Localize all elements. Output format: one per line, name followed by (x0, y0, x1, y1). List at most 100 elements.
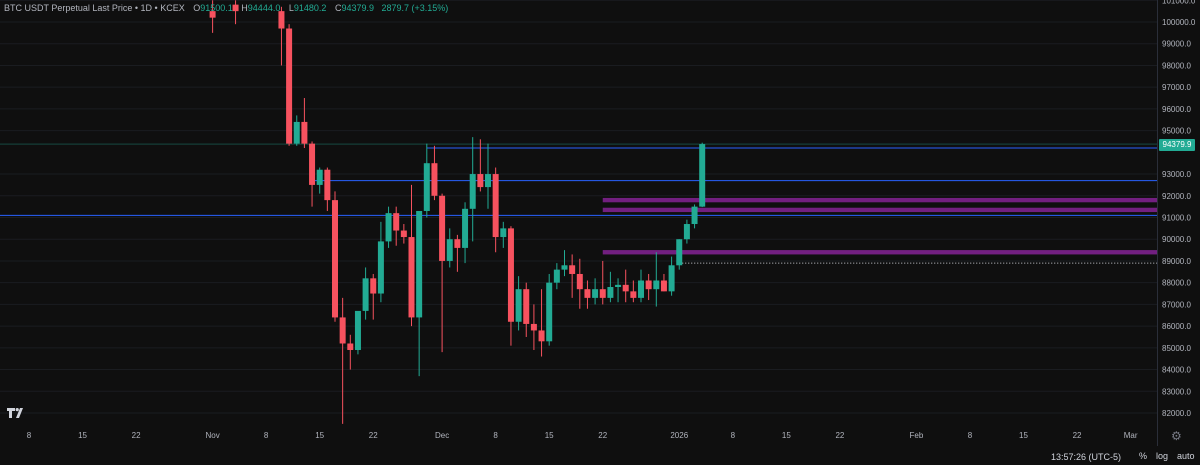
price-tick-label: 84000.0 (1162, 366, 1191, 375)
price-tick-label: 95000.0 (1162, 127, 1191, 136)
price-tick-label: 93000.0 (1162, 170, 1191, 179)
candle-body (469, 174, 476, 209)
candle-body (523, 289, 530, 324)
time-tick-label: 8 (264, 431, 269, 440)
clock-readout[interactable]: 13:57:26 (UTC-5) (1051, 452, 1122, 462)
log-scale-button[interactable]: log (1156, 451, 1169, 461)
candle-body (400, 230, 407, 238)
candle-body (530, 323, 537, 331)
zone-band (602, 207, 1157, 213)
candle-body (683, 224, 690, 240)
price-axis-ticks: 101000.0 100000.0 99000.0 98000.0 97000.0 960… (1162, 0, 1196, 418)
candle-body (561, 265, 568, 270)
time-tick-label: 8 (493, 431, 498, 440)
candle-body (423, 163, 430, 211)
price-tick-label: 87000.0 (1162, 300, 1191, 309)
candlestick-chart[interactable]: 101000.0 100000.0 99000.0 98000.0 97000.0 960… (0, 0, 1200, 446)
candle-body (332, 200, 338, 318)
high-label: H (241, 3, 248, 13)
candle-body (584, 289, 591, 298)
time-tick-label: 15 (1019, 431, 1028, 440)
candle-body (569, 265, 576, 274)
candle-body (691, 206, 698, 225)
time-tick-label: 8 (968, 431, 973, 440)
candle-body (553, 269, 560, 283)
candle-body (439, 195, 446, 261)
candle-body (309, 143, 316, 185)
candle-body (599, 289, 606, 298)
candle-body (431, 163, 438, 196)
time-tick-label: 22 (835, 431, 844, 440)
candle-body (385, 213, 392, 242)
candle-body (515, 289, 522, 322)
candle-body (370, 278, 377, 294)
candle-body (232, 4, 239, 12)
price-tick-label: 89000.0 (1162, 257, 1191, 266)
low-value: 91480.2 (293, 3, 327, 13)
candle-body (676, 239, 683, 266)
candle-body (485, 174, 491, 188)
change-value: 2879.7 (+3.15%) (381, 3, 449, 13)
close-value: 94379.9 (341, 3, 374, 13)
price-tick-label: 101000.0 (1162, 0, 1196, 5)
candle-body (354, 310, 361, 351)
candle-body (477, 174, 484, 188)
candle-body (286, 28, 293, 144)
grid-lines (0, 0, 1157, 414)
candle-body (615, 284, 622, 288)
candle-body (576, 273, 583, 290)
time-tick-label: 15 (545, 431, 554, 440)
percent-scale-button[interactable]: % (1139, 451, 1148, 461)
candle-body (293, 121, 300, 144)
price-tick-label: 88000.0 (1162, 279, 1191, 288)
candle-body (408, 237, 415, 318)
candle-body (316, 169, 323, 185)
time-tick-label: 22 (369, 431, 378, 440)
time-tick-label: 15 (315, 431, 324, 440)
zone-band (602, 250, 1157, 255)
candle-body (607, 287, 614, 298)
candle-body (324, 169, 331, 201)
time-tick-label: Dec (435, 431, 449, 440)
price-tick-label: 99000.0 (1162, 40, 1191, 49)
candle-body (668, 265, 675, 292)
time-tick-label: 22 (132, 431, 141, 440)
candle-body (278, 11, 285, 29)
high-value: 94444.0 (247, 3, 281, 13)
auto-scale-button[interactable]: auto (1177, 451, 1195, 461)
time-tick-label: 15 (782, 431, 791, 440)
symbol-title[interactable]: BTC USDT Perpetual Last Price • 1D • KCE… (4, 3, 185, 13)
low-label: L (288, 3, 294, 13)
time-tick-label: 8 (731, 431, 736, 440)
time-tick-label: Nov (205, 431, 219, 440)
time-tick-label: 8 (27, 431, 32, 440)
price-scale-separator (1157, 0, 1158, 446)
candle-body (538, 330, 545, 342)
time-axis-ticks: 8 15 22 Nov 8 15 22 Dec 8 15 22 2026 8 15 22 Feb 8 15 22 Ma… (27, 431, 1138, 440)
candle-body (393, 213, 400, 231)
candle-body (416, 210, 423, 318)
tradingview-logo-icon[interactable] (4, 402, 24, 422)
open-label: O (193, 3, 201, 13)
time-tick-label: 22 (598, 431, 607, 440)
candle-body (500, 228, 507, 238)
zone-band (602, 197, 1157, 203)
candle-body (699, 144, 706, 207)
candle-body (462, 208, 469, 248)
close-label: C (334, 3, 342, 13)
candle-body (301, 121, 308, 144)
gear-icon[interactable]: ⚙ (1171, 429, 1182, 443)
candle-body (347, 343, 354, 351)
time-tick-label: 15 (78, 431, 87, 440)
bottom-bar (0, 446, 1200, 465)
candle-body (209, 11, 216, 18)
price-tick-label: 92000.0 (1162, 192, 1191, 201)
price-tick-label: 90000.0 (1162, 235, 1191, 244)
legend-header: BTC USDT Perpetual Last Price • 1D • KCE… (4, 3, 448, 13)
candle-body (492, 174, 499, 238)
time-tick-label: Mar (1124, 431, 1138, 440)
price-tick-label: 97000.0 (1162, 83, 1191, 92)
candle-body (446, 239, 453, 261)
candle-body (630, 291, 637, 298)
candle-body (362, 278, 369, 311)
